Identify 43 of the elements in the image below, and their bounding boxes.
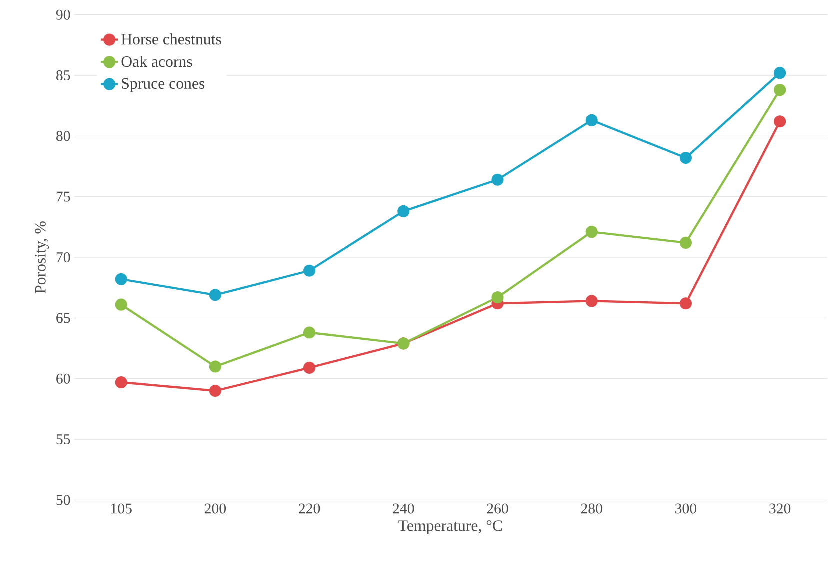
y-tick-label: 85 — [56, 70, 70, 81]
y-tick-label: 60 — [56, 374, 70, 384]
point — [492, 174, 504, 186]
x-tick-label: 280 — [581, 504, 602, 514]
point — [304, 362, 316, 374]
legend-label: Oak acorns — [122, 56, 192, 68]
point — [680, 298, 692, 310]
x-tick-label: 320 — [770, 504, 791, 514]
point — [680, 237, 692, 250]
y-tick-label: 70 — [56, 252, 70, 263]
point — [209, 360, 222, 373]
legend-label: Spruce cones — [122, 78, 205, 92]
point — [115, 299, 128, 312]
y-tick-label: 65 — [56, 313, 70, 324]
point — [304, 265, 316, 278]
x-tick-label: 260 — [487, 504, 508, 514]
point — [586, 114, 598, 127]
point — [492, 292, 504, 304]
x-tick-label: 300 — [676, 504, 697, 514]
y-tick-label: 90 — [56, 10, 70, 20]
y-tick-label: 80 — [56, 131, 70, 142]
x-tick-label: 240 — [393, 504, 414, 514]
x-tick-label: 200 — [204, 504, 226, 514]
point — [304, 326, 316, 340]
point — [115, 274, 128, 286]
y-tick-label: 55 — [56, 434, 70, 445]
y-axis-title: Porosity, % — [35, 222, 50, 294]
point — [680, 152, 692, 164]
point — [115, 376, 128, 389]
y-tick-label: 50 — [56, 495, 70, 506]
point — [209, 385, 222, 398]
y-tick-label: 75 — [56, 192, 70, 202]
legend-label: Horse chestnuts — [122, 34, 222, 45]
x-axis-title: Temperature, °C — [398, 520, 502, 535]
point — [586, 295, 598, 308]
point — [398, 206, 410, 218]
x-tick-label: 220 — [299, 504, 320, 514]
point — [774, 67, 786, 80]
point — [774, 84, 786, 96]
point — [209, 289, 222, 302]
point — [586, 226, 598, 238]
x-tick-label: 105 — [112, 504, 132, 514]
point — [774, 116, 786, 128]
